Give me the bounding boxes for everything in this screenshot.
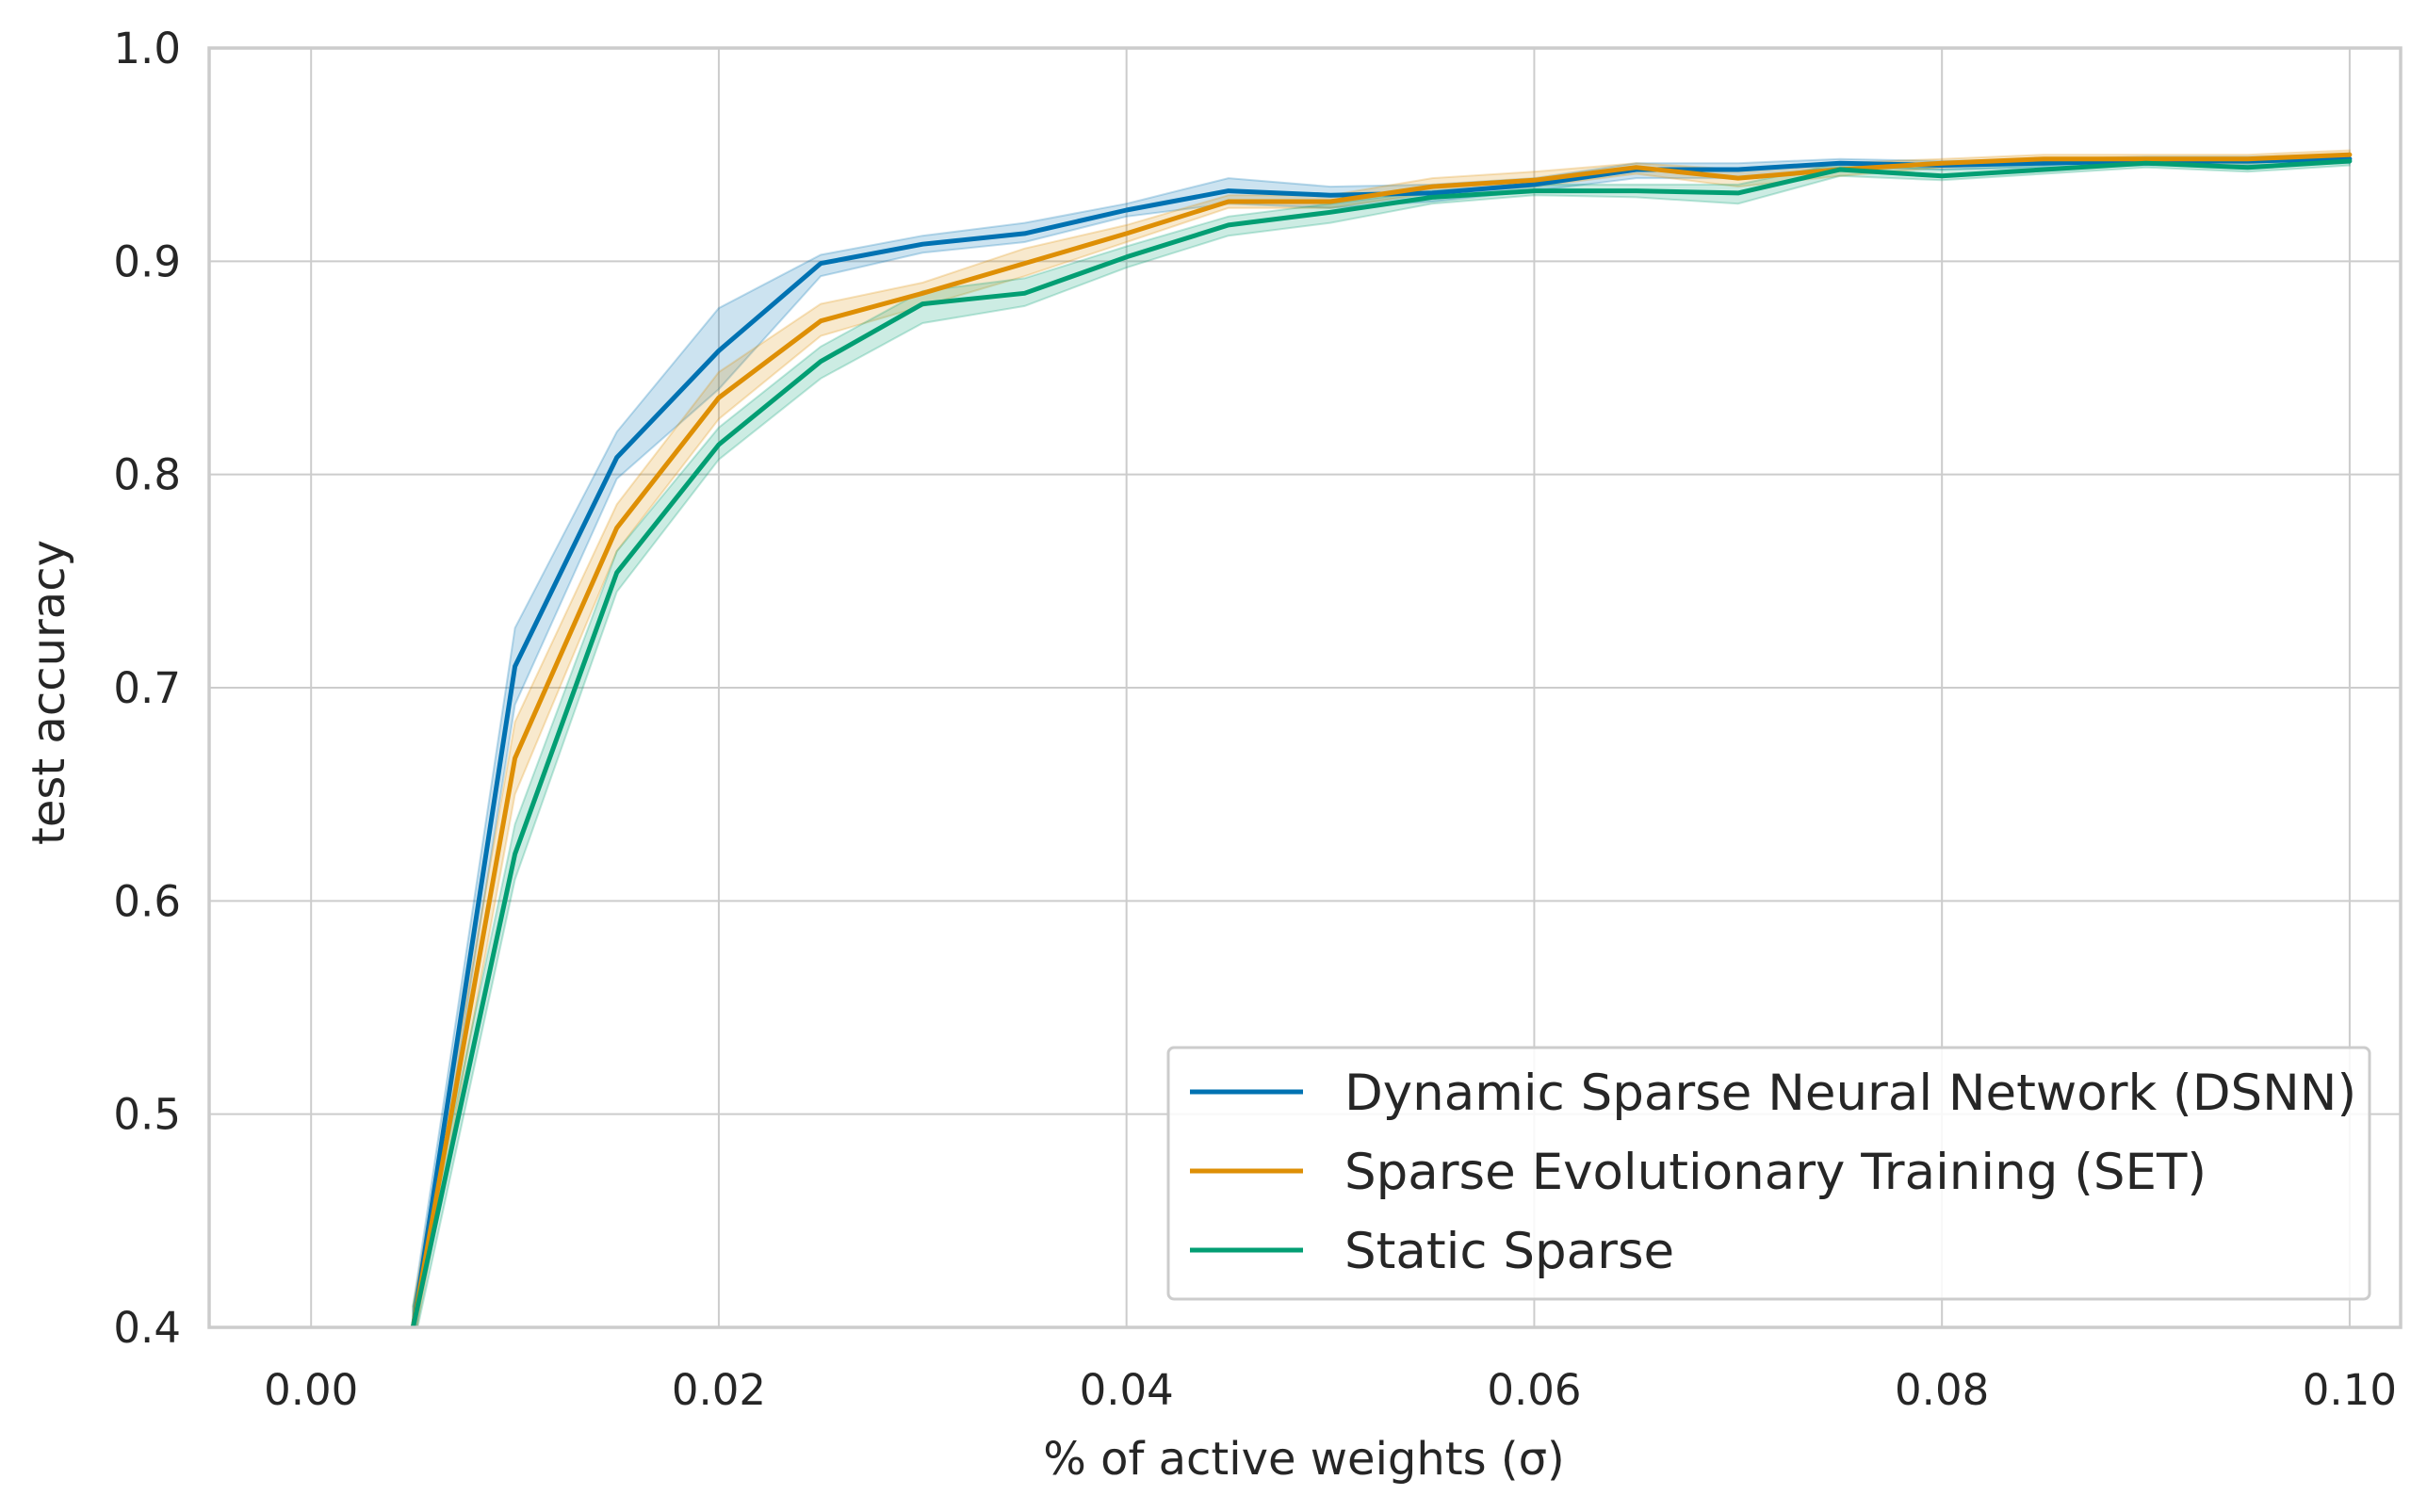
y-tick-label: 0.8: [113, 450, 181, 500]
x-tick-label: 0.08: [1895, 1365, 1989, 1415]
legend-label-2: Static Sparse: [1344, 1223, 1674, 1280]
legend-label-1: Sparse Evolutionary Training (SET): [1344, 1144, 2207, 1201]
series-line-1: [410, 152, 2353, 1327]
legend-label-0: Dynamic Sparse Neural Network (DSNN): [1344, 1065, 2356, 1122]
legend-box: [1166, 1046, 2371, 1301]
x-tick-label: 0.02: [672, 1365, 766, 1415]
x-tick-label: 0.00: [264, 1365, 358, 1415]
legend-entries: Dynamic Sparse Neural Network (DSNN) Spar…: [1190, 1065, 2356, 1280]
y-axis-label: test accuracy: [23, 540, 75, 845]
x-tick-label: 0.04: [1080, 1365, 1174, 1415]
y-tick-labels: 0.4 0.5 0.6 0.7 0.8 0.9 1.0: [113, 24, 181, 1353]
x-tick-labels: 0.00 0.02 0.04 0.06 0.08 0.10: [264, 1365, 2397, 1415]
confidence-band-2: [412, 155, 2351, 1327]
series-line-2: [410, 158, 2353, 1327]
y-tick-label: 0.5: [113, 1090, 181, 1140]
y-tick-label: 0.7: [113, 663, 181, 713]
series-lines: [410, 152, 2353, 1327]
x-tick-label: 0.06: [1487, 1365, 1581, 1415]
y-tick-label: 0.6: [113, 876, 181, 926]
x-tick-label: 0.10: [2303, 1365, 2397, 1415]
legend: Dynamic Sparse Neural Network (DSNN) Spar…: [1166, 1046, 2371, 1301]
plot-frame: [207, 46, 2403, 1329]
y-tick-label: 1.0: [113, 24, 181, 73]
y-tick-label: 0.9: [113, 236, 181, 286]
x-axis-label: % of active weights (σ): [1043, 1433, 1565, 1486]
y-tick-label: 0.4: [113, 1303, 181, 1353]
